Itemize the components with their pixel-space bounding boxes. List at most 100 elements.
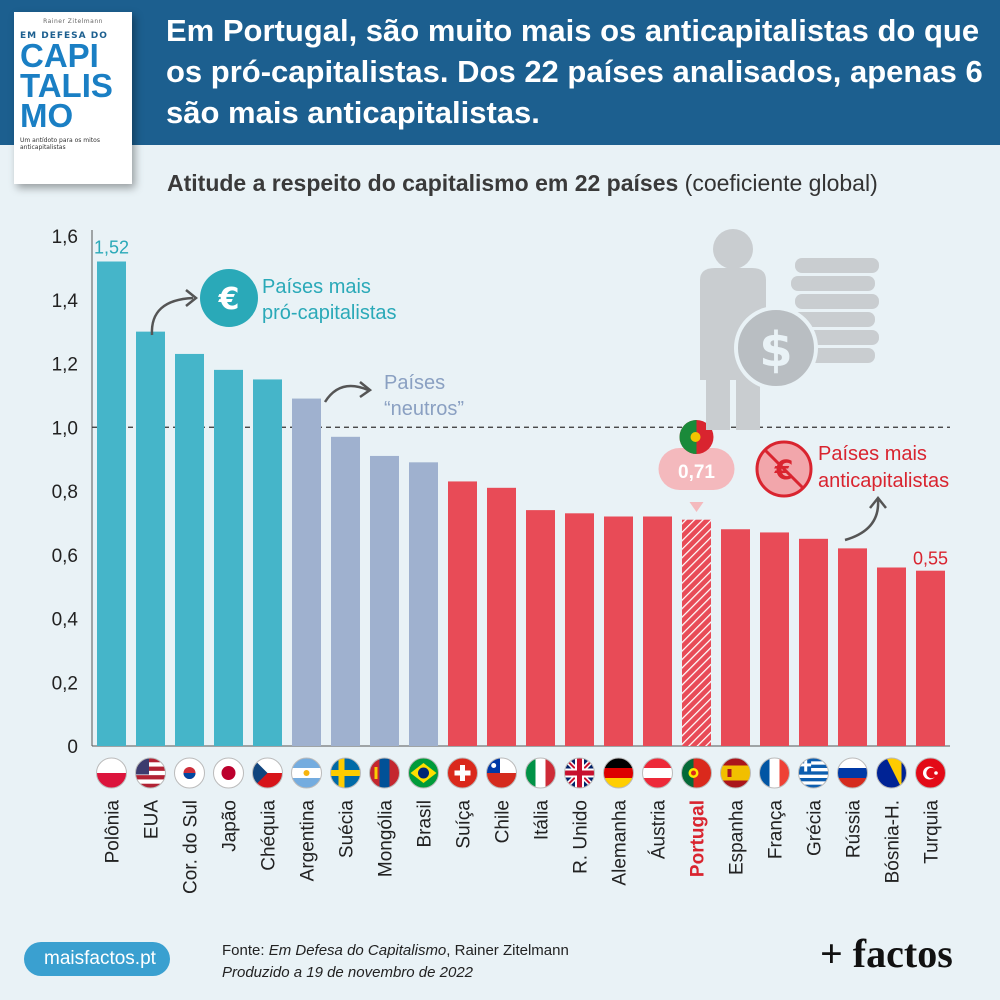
flag-icon-ar: [291, 758, 322, 788]
flag-icon-de-ring: [603, 757, 634, 789]
flag-icon-ba: [876, 758, 907, 788]
flag-icon-ba-ring: [876, 757, 907, 789]
x-tick-label-14: Alemanha: [610, 800, 631, 886]
flag-icon-gb-ring: [564, 757, 595, 789]
bar-22: [916, 570, 945, 746]
book-cover-image: Rainer Zitelmann EM DEFESA DO CAPI TALIS…: [14, 12, 132, 184]
x-tick-label-17: Espanha: [727, 800, 748, 875]
bar-16: [682, 519, 711, 746]
businessman-icon-head: [713, 229, 753, 269]
bar-10: [448, 481, 477, 746]
flag-icon-es: [720, 758, 751, 788]
x-tick-label-6: Argentina: [298, 800, 319, 882]
flag-icon-fr-ring: [759, 757, 790, 789]
flag-icon-it: [525, 758, 556, 788]
data-label-first: 1,52: [94, 238, 129, 258]
x-tick-label-4: Japão: [220, 800, 241, 852]
flag-icon-at: [642, 758, 673, 788]
book-author: Rainer Zitelmann: [43, 18, 103, 25]
flag-icon-ch-ring: [447, 757, 478, 789]
source-note: Fonte: Em Defesa do Capitalismo, Rainer …: [222, 940, 569, 984]
annotation-anti-line-2: anticapitalistas: [818, 470, 949, 492]
x-tick-label-15: Áustria: [649, 800, 670, 860]
dollar-coin-icon-glyph: $: [759, 322, 792, 378]
y-tick-label: 0,2: [52, 673, 78, 694]
y-tick-label: 1,2: [52, 355, 78, 376]
coin-stack-icon-3: [795, 294, 879, 309]
flag-icon-de: [603, 758, 634, 788]
flag-icon-at-ring: [642, 757, 673, 789]
flag-icon-gb: [564, 758, 595, 788]
flag-icon-gr-ring: [798, 757, 829, 789]
bar-9: [409, 462, 438, 746]
bar-2: [136, 331, 165, 746]
annotation-arrow-anti: [844, 499, 880, 542]
annotation-arrowhead-neutral: [359, 381, 373, 399]
highlight-flag-green: [679, 420, 697, 454]
highlight-flag-emblem: [690, 432, 701, 442]
y-tick-label: 0: [67, 737, 78, 758]
annotation-arrowhead-anti: [869, 495, 887, 509]
page-title: Em Portugal, são muito mais os anticapit…: [166, 13, 983, 130]
annotation-neutral-line-2: “neutros”: [384, 398, 464, 420]
euro-icon-glyph: €: [218, 282, 240, 317]
x-tick-label-13: R. Unido: [571, 800, 592, 874]
bar-8: [370, 455, 399, 746]
chart-subtitle: Atitude a respeito do capitalismo em 22 …: [167, 170, 878, 197]
flag-icon-pt: [681, 758, 712, 788]
source-suffix: , Rainer Zitelmann: [446, 942, 569, 959]
header-banner: [0, 0, 1000, 145]
flag-icon-es-ring: [720, 757, 751, 789]
coin-stack-icon-4: [791, 312, 875, 327]
bar-15: [643, 516, 672, 746]
flag-icon-cz-ring: [252, 757, 283, 789]
no-euro-icon-slash: [763, 448, 805, 490]
x-tick-label-8: Mongólia: [376, 800, 397, 878]
coin-stack-icon-2: [791, 276, 875, 291]
flag-icon-se: [330, 758, 361, 788]
annotation-pro-line-2: pró-capitalistas: [262, 302, 397, 324]
x-tick-label-9: Brasil: [415, 800, 436, 848]
flag-icon-br: [408, 758, 439, 788]
flag-icon-ch: [447, 758, 478, 788]
businessman-icon-leg-right: [736, 380, 760, 430]
y-tick-label: 1,0: [52, 418, 78, 439]
book-big-line-1: CAPI: [20, 37, 99, 74]
flag-icon-jp-ring: [213, 757, 244, 789]
flag-icon-us-ring: [135, 757, 166, 789]
bar-19: [799, 538, 828, 746]
flag-icon-pl: [96, 758, 127, 788]
flag-icon-fr: [759, 758, 790, 788]
site-badge[interactable]: maisfactos.pt: [24, 942, 170, 976]
highlight-callout-bubble: [658, 448, 735, 490]
bar-17: [721, 529, 750, 746]
x-tick-label-12: Itália: [532, 800, 553, 841]
dollar-coin-icon: [734, 306, 818, 390]
flag-icon-jp: [213, 758, 244, 788]
x-tick-label-16: Portugal: [688, 800, 709, 877]
annotation-pro-line-1: Países mais: [262, 276, 371, 298]
x-tick-label-3: Cor. do Sul: [181, 800, 202, 894]
produced-date: Produzido a 19 de novembro de 2022: [222, 964, 474, 981]
annotation-arrow-pro: [150, 296, 194, 336]
flag-icon-mn: [369, 758, 400, 788]
highlight-callout-pointer: [689, 502, 704, 512]
subtitle-normal: (coeficiente global): [678, 170, 878, 196]
bar-1: [97, 261, 126, 746]
bar-4: [214, 369, 243, 746]
x-tick-label-2: EUA: [142, 800, 163, 839]
book-top-line: EM DEFESA DO: [20, 31, 108, 41]
flag-icon-mn-ring: [369, 757, 400, 789]
bar-18: [760, 532, 789, 746]
flag-icon-se-ring: [330, 757, 361, 789]
flag-icon-tr-ring: [915, 757, 946, 789]
x-tick-label-21: Bósnia-H.: [883, 800, 904, 883]
flag-icon-pt-ring: [681, 757, 712, 789]
flag-icon-cz: [252, 758, 283, 788]
brand-logo: + factos: [820, 931, 953, 976]
subtitle-bold: Atitude a respeito do capitalismo em 22 …: [167, 170, 679, 196]
flag-icon-us: [135, 758, 166, 788]
flag-icon-tr: [915, 758, 946, 788]
x-tick-label-7: Suécia: [337, 800, 358, 859]
